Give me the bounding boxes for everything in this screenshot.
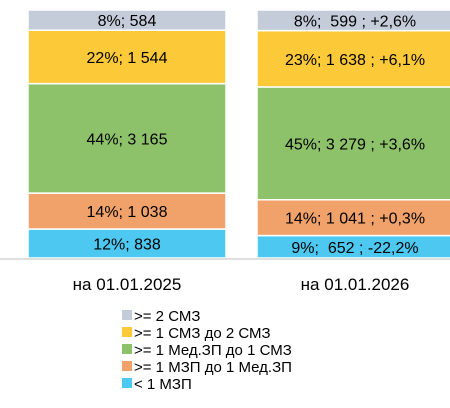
legend-label-4: >= 1 МЗП до 1 Мед.ЗП — [134, 359, 292, 376]
bar-segment-1-2 — [27, 192, 227, 230]
data-label-1-2: 14%; 1 038 — [87, 204, 168, 221]
legend-swatch-1 — [122, 310, 132, 320]
data-label-2-2: 14%; 1 041 ; +0,3% — [285, 211, 425, 228]
legend-swatch-3 — [122, 344, 132, 354]
data-label-2-3: 45%; 3 279 ; +3,6% — [285, 136, 425, 153]
category-labels: на 01.01.2025 на 01.01.2026 — [73, 275, 410, 294]
legend-swatch-2 — [122, 327, 132, 337]
bar-segment-2-5 — [256, 9, 450, 32]
data-label-1-5: 8%; 584 — [98, 13, 157, 30]
data-label-2-4: 23%; 1 638 ; +6,1% — [285, 52, 425, 69]
legend-swatch-4 — [122, 361, 132, 371]
category-label-1: на 01.01.2025 — [73, 275, 182, 294]
legend: >= 2 СМЗ>= 1 СМЗ до 2 СМЗ>= 1 Мед.ЗП до … — [122, 308, 292, 393]
data-label-2-1: 9%; 652 ; -22,2% — [291, 240, 418, 257]
bar-segment-2-4 — [256, 29, 450, 88]
bar-segment-2-2 — [256, 199, 450, 237]
data-label-2-5: 8%; 599 ; +2,6% — [294, 13, 416, 30]
data-label-1-1: 12%; 838 — [93, 237, 161, 254]
category-label-2: на 01.01.2026 — [301, 275, 410, 294]
data-label-1-3: 44%; 3 165 — [87, 131, 168, 148]
legend-swatch-5 — [122, 378, 132, 388]
bar-segment-1-5 — [27, 9, 227, 31]
legend-label-1: >= 2 СМЗ — [134, 308, 200, 325]
data-label-1-4: 22%; 1 544 — [87, 50, 168, 67]
legend-label-2: >= 1 СМЗ до 2 СМЗ — [134, 325, 271, 342]
bar-segment-1-1 — [27, 228, 227, 259]
bars-layer: 12%; 838 14%; 1 038 44%; 3 165 22%; 1 544 8%… — [27, 9, 450, 259]
bar-segment-1-4 — [27, 29, 227, 85]
legend-label-5: < 1 МЗП — [134, 376, 192, 393]
legend-label-3: >= 1 Мед.ЗП до 1 СМЗ — [134, 342, 292, 359]
